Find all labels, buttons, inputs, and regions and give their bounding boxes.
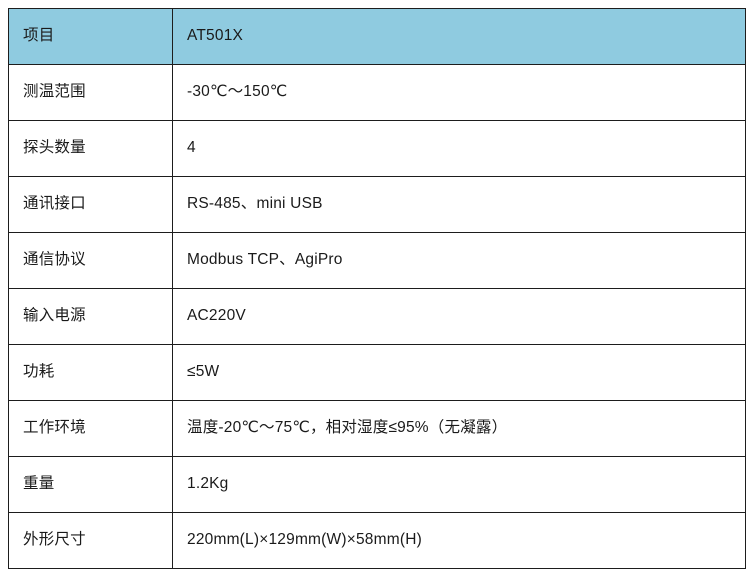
row-value-communication-interface: RS-485、mini USB	[172, 176, 746, 233]
row-label-working-environment: 工作环境	[8, 400, 173, 457]
table-row: 探头数量 4	[8, 120, 746, 177]
row-label-input-power: 输入电源	[8, 288, 173, 345]
column-header-model: AT501X	[172, 8, 746, 65]
table-header: 项目 AT501X	[8, 8, 746, 65]
row-label-measuring-range: 测温范围	[8, 64, 173, 121]
table-row: 测温范围 -30℃～150℃	[8, 64, 746, 121]
table-row: 通信协议 Modbus TCP、AgiPro	[8, 232, 746, 289]
row-label-weight: 重量	[8, 456, 173, 513]
row-value-weight: 1.2Kg	[172, 456, 746, 513]
row-value-probe-count: 4	[172, 120, 746, 177]
table-row: 工作环境 温度-20℃～75℃，相对湿度≤95%（无凝露）	[8, 400, 746, 457]
row-value-dimensions: 220mm(L)×129mm(W)×58mm(H)	[172, 512, 746, 569]
row-value-power-consumption: ≤5W	[172, 344, 746, 401]
specification-table-container: 项目 AT501X 测温范围 -30℃～150℃ 探头数量 4 通讯接口 RS-…	[8, 8, 746, 569]
row-value-working-environment: 温度-20℃～75℃，相对湿度≤95%（无凝露）	[172, 400, 746, 457]
row-label-dimensions: 外形尺寸	[8, 512, 173, 569]
table-row: 输入电源 AC220V	[8, 288, 746, 345]
table-row: 功耗 ≤5W	[8, 344, 746, 401]
table-row: 通讯接口 RS-485、mini USB	[8, 176, 746, 233]
table-row: 重量 1.2Kg	[8, 456, 746, 513]
table-header-row: 项目 AT501X	[8, 8, 746, 65]
row-label-probe-count: 探头数量	[8, 120, 173, 177]
row-value-input-power: AC220V	[172, 288, 746, 345]
table-row: 外形尺寸 220mm(L)×129mm(W)×58mm(H)	[8, 512, 746, 569]
row-label-power-consumption: 功耗	[8, 344, 173, 401]
table-body: 测温范围 -30℃～150℃ 探头数量 4 通讯接口 RS-485、mini U…	[8, 64, 746, 569]
row-label-communication-interface: 通讯接口	[8, 176, 173, 233]
specification-table: 项目 AT501X 测温范围 -30℃～150℃ 探头数量 4 通讯接口 RS-…	[8, 8, 746, 569]
row-value-communication-protocol: Modbus TCP、AgiPro	[172, 232, 746, 289]
row-label-communication-protocol: 通信协议	[8, 232, 173, 289]
row-value-measuring-range: -30℃～150℃	[172, 64, 746, 121]
column-header-item: 项目	[8, 8, 173, 65]
